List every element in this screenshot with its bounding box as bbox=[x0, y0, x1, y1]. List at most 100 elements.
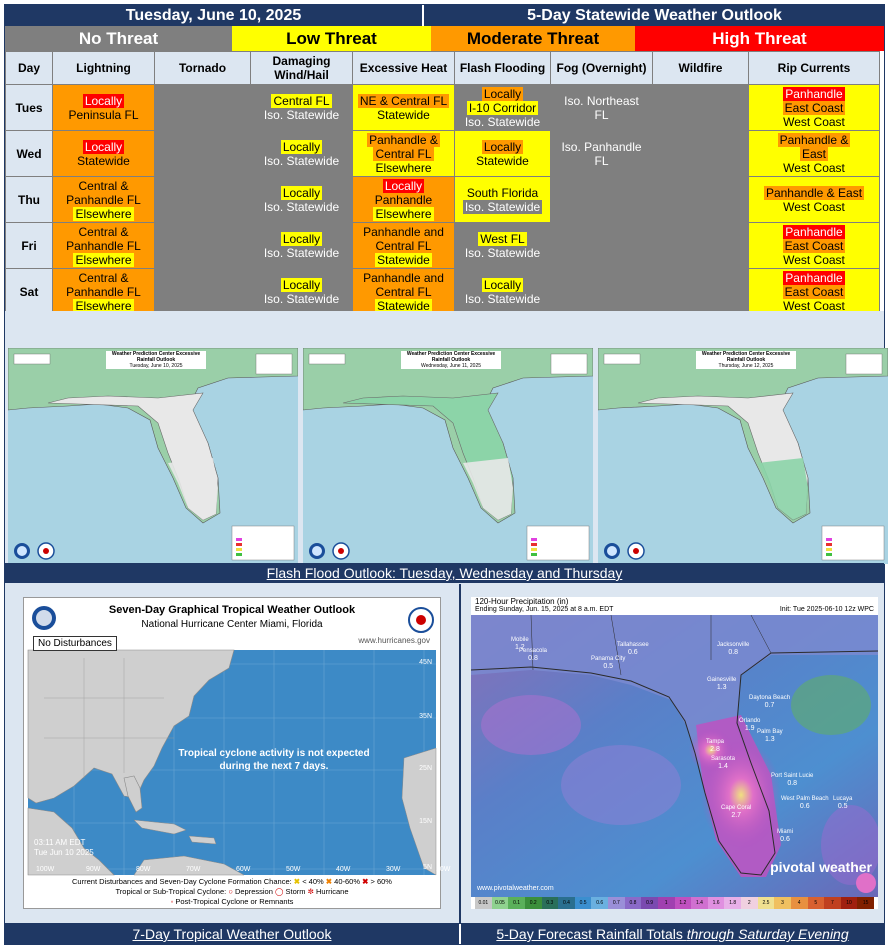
rain-city-value: 0.8 bbox=[528, 655, 538, 662]
threat-area-text: Panhandle & East bbox=[763, 185, 865, 200]
threat-cell: Locally Statewide bbox=[52, 130, 155, 177]
threat-area-text: West Coast bbox=[783, 160, 845, 175]
rain-city-value: 0.6 bbox=[780, 836, 790, 843]
threat-area-text: Locally bbox=[82, 93, 125, 108]
rain-scale-step: 1.6 bbox=[707, 897, 725, 909]
rain-scale-step: 15 bbox=[857, 897, 874, 909]
rain-city-name: Daytona Beach bbox=[749, 695, 791, 701]
tropical-legend-high: > 60% bbox=[370, 877, 392, 886]
tropical-legend-low: < 40% bbox=[302, 877, 324, 886]
rain-scale-step: 7 bbox=[824, 897, 841, 909]
rain-city-name: Cape Coral bbox=[721, 805, 752, 811]
threat-area-text: Locally bbox=[481, 86, 524, 101]
flood-map-title: Weather Prediction Center Excessive Rain… bbox=[106, 351, 206, 363]
rain-city-name: Port Saint Lucie bbox=[771, 773, 814, 779]
threat-area-text: Panhandle bbox=[783, 224, 845, 239]
tropical-legend-line-2: Tropical or Sub-Tropical Cyclone: ○ Depr… bbox=[24, 887, 440, 896]
latitude-label: 5N bbox=[423, 864, 432, 871]
rainfall-caption: 5-Day Forecast Rainfall Totals through S… bbox=[461, 923, 884, 945]
legend-no-threat-label: No Threat bbox=[78, 28, 159, 48]
threat-area-text: Iso. Statewide bbox=[263, 291, 340, 306]
threat-cell: Panhandle and Central FL Statewide bbox=[352, 222, 455, 269]
rain-city-name: Palm Bay bbox=[757, 729, 783, 735]
rain-scale-step: 1 bbox=[657, 897, 675, 909]
tropical-legend-depression: Depression bbox=[234, 887, 273, 896]
threat-area-text: Iso. Statewide bbox=[263, 153, 340, 168]
threat-cell: Iso. Panhandle FL bbox=[550, 130, 653, 177]
rain-city-value: 0.5 bbox=[837, 803, 848, 810]
threat-cell: NE & Central FL Statewide bbox=[352, 84, 455, 131]
rain-city-value: 1.4 bbox=[718, 763, 728, 770]
threat-cell: Locally I-10 Corridor Iso. Statewide bbox=[454, 84, 551, 131]
threat-cell bbox=[154, 268, 251, 315]
legend-moderate-threat: Moderate Threat bbox=[431, 26, 635, 51]
rain-scale-step: 0.4 bbox=[558, 897, 575, 909]
column-header: Wildfire bbox=[652, 51, 749, 85]
rain-city-name: Tampa bbox=[706, 739, 725, 745]
threat-cell: Locally Iso. Statewide bbox=[454, 268, 551, 315]
tropical-url: www.hurricanes.gov bbox=[358, 636, 430, 645]
threat-area-text: West FL bbox=[478, 231, 527, 246]
rain-scale-step: 1.8 bbox=[724, 897, 741, 909]
threat-cell: Panhandle & Central FL Elsewhere bbox=[352, 130, 455, 177]
threat-cell: Panhandle East Coast West Coast bbox=[748, 222, 880, 269]
threat-area-text: Locally bbox=[382, 178, 425, 193]
threat-area-text: Locally bbox=[280, 277, 323, 292]
threat-cell bbox=[154, 130, 251, 177]
threat-area-text: East Coast bbox=[782, 238, 846, 253]
flood-map-date: Thursday, June 12, 2025 bbox=[696, 363, 796, 369]
rain-subtitle: Ending Sunday, Jun. 15, 2025 at 8 a.m. E… bbox=[475, 606, 614, 613]
no-disturbances-badge: No Disturbances bbox=[33, 636, 117, 651]
column-header: Flash Flooding bbox=[454, 51, 551, 85]
threat-area-text: Iso. Statewide bbox=[263, 199, 340, 214]
column-header: Excessive Heat bbox=[352, 51, 455, 85]
flood-map-graphic bbox=[598, 348, 888, 564]
threat-area-text: Iso. Panhandle bbox=[561, 139, 642, 154]
threat-cell: Panhandle East Coast West Coast bbox=[748, 268, 880, 315]
flood-map-date: Tuesday, June 10, 2025 bbox=[106, 363, 206, 369]
rain-scale-step: 10 bbox=[840, 897, 858, 909]
rain-scale-step: 2 bbox=[741, 897, 758, 909]
threat-area-text: Elsewhere bbox=[373, 206, 434, 221]
high-chance-x-icon: ✖ bbox=[362, 877, 369, 886]
legend-no-threat: No Threat bbox=[5, 26, 232, 51]
threat-area-text: Locally bbox=[481, 277, 524, 292]
threat-area-text: Elsewhere bbox=[73, 252, 134, 267]
legend-low-threat: Low Threat bbox=[232, 26, 431, 51]
threat-area-text: West Coast bbox=[783, 298, 845, 313]
rain-scale-step: 5 bbox=[807, 897, 825, 909]
tropical-legend-mid: 40-60% bbox=[334, 877, 361, 886]
rain-city-label: West Palm Beach 0.6 bbox=[781, 796, 829, 810]
threat-area-text: Iso. Statewide bbox=[464, 245, 541, 260]
threat-area-text: Panhandle FL bbox=[66, 192, 141, 207]
longitude-label: 80W bbox=[136, 866, 151, 873]
rain-city-name: Miami bbox=[777, 829, 793, 835]
rain-scale-step: 1.2 bbox=[674, 897, 692, 909]
rain-city-value: 0.5 bbox=[603, 663, 614, 670]
column-header: Lightning bbox=[52, 51, 155, 85]
threat-area-text: East bbox=[799, 146, 828, 161]
rain-city-name: Lucaya bbox=[833, 796, 853, 802]
rainfall-caption-main: 5-Day Forecast Rainfall Totals bbox=[496, 926, 687, 942]
rain-scale-step: 0.3 bbox=[541, 897, 559, 909]
threat-cell: Central & Panhandle FL Elsewhere bbox=[52, 222, 155, 269]
table-row: Fri Central & Panhandle FL Elsewhere Locally… bbox=[5, 222, 880, 269]
pivotal-url: www.pivotalweather.com bbox=[477, 885, 554, 892]
legend-moderate-threat-label: Moderate Threat bbox=[466, 28, 600, 48]
threat-area-text: Iso. Statewide bbox=[464, 291, 541, 306]
rain-city-value: 1.9 bbox=[744, 725, 755, 732]
threat-cell bbox=[550, 268, 653, 315]
legend-high-threat: High Threat bbox=[635, 26, 884, 51]
threat-area-text: Statewide bbox=[375, 252, 432, 267]
day-label: Sat bbox=[5, 268, 53, 315]
rain-city-label: Tallahassee 0.6 bbox=[617, 642, 649, 656]
rain-city-label: Miami 0.6 bbox=[777, 829, 793, 843]
threat-area-text: Iso. Statewide bbox=[462, 199, 543, 214]
threat-area-text: Panhandle & bbox=[367, 132, 440, 147]
threat-area-text: West Coast bbox=[783, 114, 845, 129]
depression-icon: ○ bbox=[228, 887, 233, 896]
threat-area-text: FL bbox=[594, 153, 609, 168]
table-header-row: Day Lightning Tornado Damaging Wind/Hail Exc… bbox=[5, 51, 880, 85]
longitude-label: 40W bbox=[336, 866, 351, 873]
tropical-legend-chance-label: Current Disturbances and Seven-Day Cyclo… bbox=[72, 877, 292, 886]
